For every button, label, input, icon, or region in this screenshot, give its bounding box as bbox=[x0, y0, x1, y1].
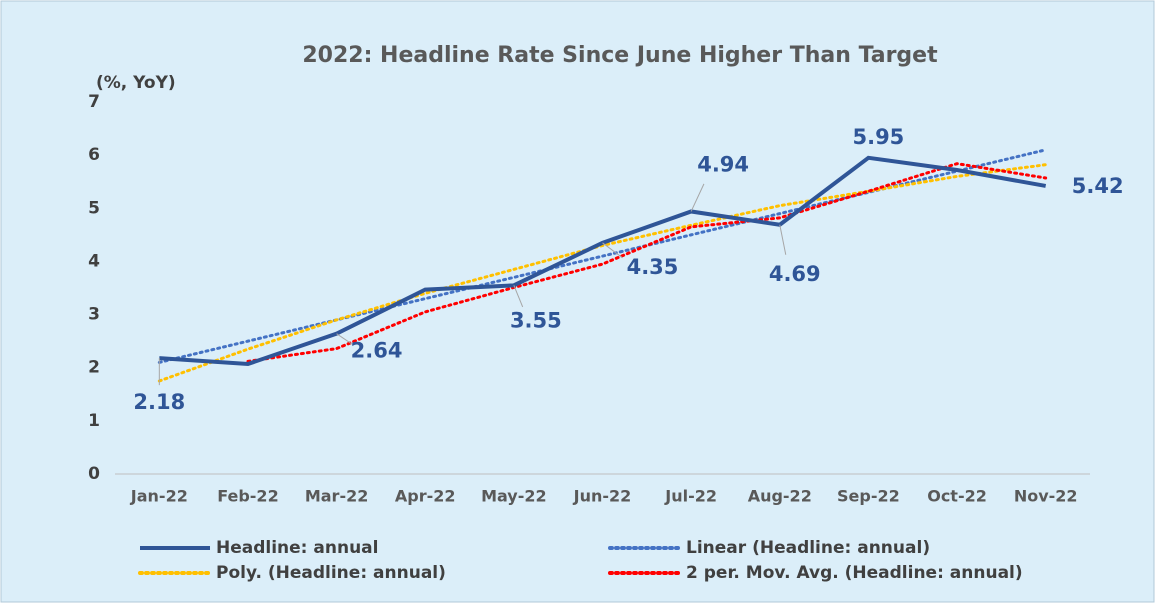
y-tick-label: 6 bbox=[88, 145, 100, 165]
data-label: 4.35 bbox=[627, 255, 679, 279]
legend-label: Headline: annual bbox=[216, 538, 378, 558]
x-tick-label: Jun-22 bbox=[573, 487, 632, 506]
y-tick-label: 4 bbox=[88, 251, 100, 271]
data-label: 4.94 bbox=[697, 152, 749, 176]
leader-line bbox=[602, 242, 623, 259]
leader-line bbox=[690, 183, 705, 212]
data-label: 4.69 bbox=[769, 262, 821, 286]
data-label: 5.42 bbox=[1072, 174, 1124, 198]
chart-title: 2022: Headline Rate Since June Higher Th… bbox=[302, 43, 938, 68]
leader-line bbox=[513, 285, 524, 308]
series-line bbox=[157, 148, 1048, 364]
series-line bbox=[157, 163, 1048, 383]
series-line bbox=[246, 162, 1048, 363]
data-label: 5.95 bbox=[852, 125, 904, 149]
x-tick-label: Feb-22 bbox=[217, 487, 279, 506]
x-tick-label: Nov-22 bbox=[1014, 487, 1078, 506]
x-tick-label: Jan-22 bbox=[130, 487, 188, 506]
legend-label: Linear (Headline: annual) bbox=[686, 538, 930, 558]
y-tick-label: 7 bbox=[88, 92, 100, 112]
y-axis-label: (%, YoY) bbox=[96, 73, 176, 93]
x-tick-label: Aug-22 bbox=[748, 487, 812, 506]
legend-label: 2 per. Mov. Avg. (Headline: annual) bbox=[686, 563, 1023, 583]
leader-line bbox=[336, 333, 353, 345]
x-tick-label: Sep-22 bbox=[837, 487, 900, 506]
y-tick-label: 0 bbox=[88, 464, 100, 484]
x-tick-label: May-22 bbox=[481, 487, 547, 506]
data-label: 3.55 bbox=[510, 308, 562, 332]
legend-label: Poly. (Headline: annual) bbox=[216, 563, 446, 583]
x-tick-label: Mar-22 bbox=[305, 487, 369, 506]
y-tick-label: 1 bbox=[88, 411, 100, 431]
leader-line bbox=[779, 224, 787, 255]
x-tick-label: Jul-22 bbox=[664, 487, 717, 506]
x-tick-label: Apr-22 bbox=[395, 487, 456, 506]
x-tick-label: Oct-22 bbox=[927, 487, 987, 506]
y-tick-label: 3 bbox=[88, 305, 100, 325]
data-label: 2.18 bbox=[133, 390, 185, 414]
y-tick-label: 2 bbox=[88, 358, 100, 378]
data-label: 2.64 bbox=[351, 339, 403, 363]
y-tick-label: 5 bbox=[88, 198, 100, 218]
